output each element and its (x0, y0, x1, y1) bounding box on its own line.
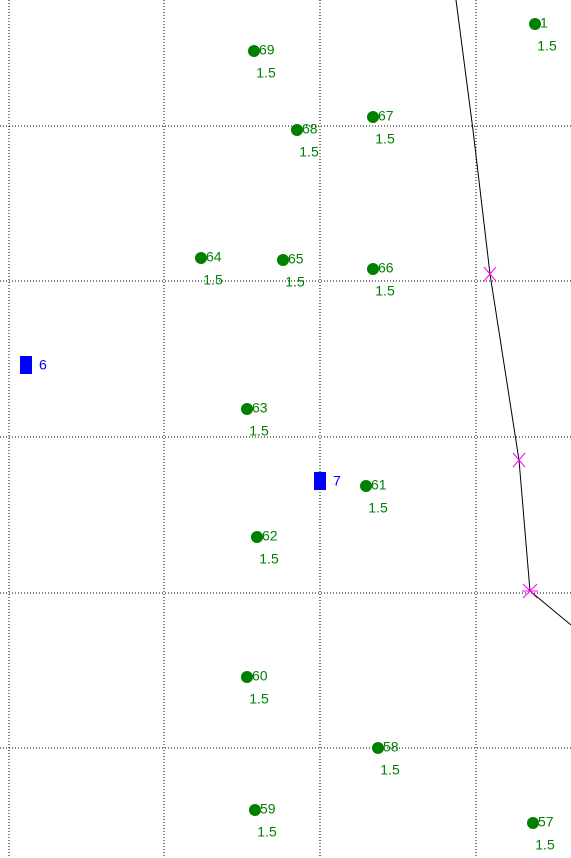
point-label: 67 (378, 108, 394, 124)
station-label: 7 (333, 473, 341, 489)
point-value: 1.5 (203, 272, 223, 288)
features: 11.5691.5671.5681.5641.5651.5661.5631.56… (20, 15, 557, 853)
survey-point[interactable] (367, 263, 379, 275)
point-value: 1.5 (535, 837, 555, 853)
point-label: 64 (206, 249, 222, 265)
point-value: 1.5 (299, 144, 319, 160)
vertex-marker (512, 452, 526, 468)
survey-point[interactable] (249, 804, 261, 816)
point-label: 58 (383, 739, 399, 755)
survey-point[interactable] (241, 671, 253, 683)
point-label: 63 (252, 400, 268, 416)
survey-point[interactable] (367, 111, 379, 123)
survey-point[interactable] (360, 480, 372, 492)
survey-point[interactable] (372, 742, 384, 754)
station-marker[interactable] (20, 356, 32, 374)
point-label: 68 (302, 121, 318, 137)
point-value: 1.5 (285, 274, 305, 290)
point-label: 57 (538, 814, 554, 830)
survey-point[interactable] (529, 18, 541, 30)
point-label: 62 (262, 528, 278, 544)
survey-point[interactable] (195, 252, 207, 264)
survey-point[interactable] (248, 45, 260, 57)
point-value: 1.5 (375, 131, 395, 147)
station-label: 6 (39, 357, 47, 373)
point-value: 1.5 (537, 38, 557, 54)
vertex-markers (483, 266, 538, 599)
point-value: 1.5 (259, 551, 279, 567)
survey-point[interactable] (291, 124, 303, 136)
point-label: 66 (378, 260, 394, 276)
vertex-marker (483, 266, 497, 282)
point-value: 1.5 (257, 824, 277, 840)
point-label: 65 (288, 251, 304, 267)
survey-point[interactable] (241, 403, 253, 415)
point-value: 1.5 (380, 762, 400, 778)
point-label: 1 (540, 15, 548, 31)
point-value: 1.5 (249, 423, 269, 439)
point-label: 69 (259, 42, 275, 58)
vertex-marker (522, 583, 538, 599)
point-value: 1.5 (375, 283, 395, 299)
point-value: 1.5 (249, 691, 269, 707)
point-label: 60 (252, 668, 268, 684)
survey-point[interactable] (277, 254, 289, 266)
survey-point[interactable] (527, 817, 539, 829)
point-value: 1.5 (368, 500, 388, 516)
point-value: 1.5 (256, 65, 276, 81)
boundary-line (455, 0, 571, 626)
station-marker[interactable] (314, 472, 326, 490)
survey-point[interactable] (251, 531, 263, 543)
point-label: 61 (371, 477, 387, 493)
point-label: 59 (260, 801, 276, 817)
